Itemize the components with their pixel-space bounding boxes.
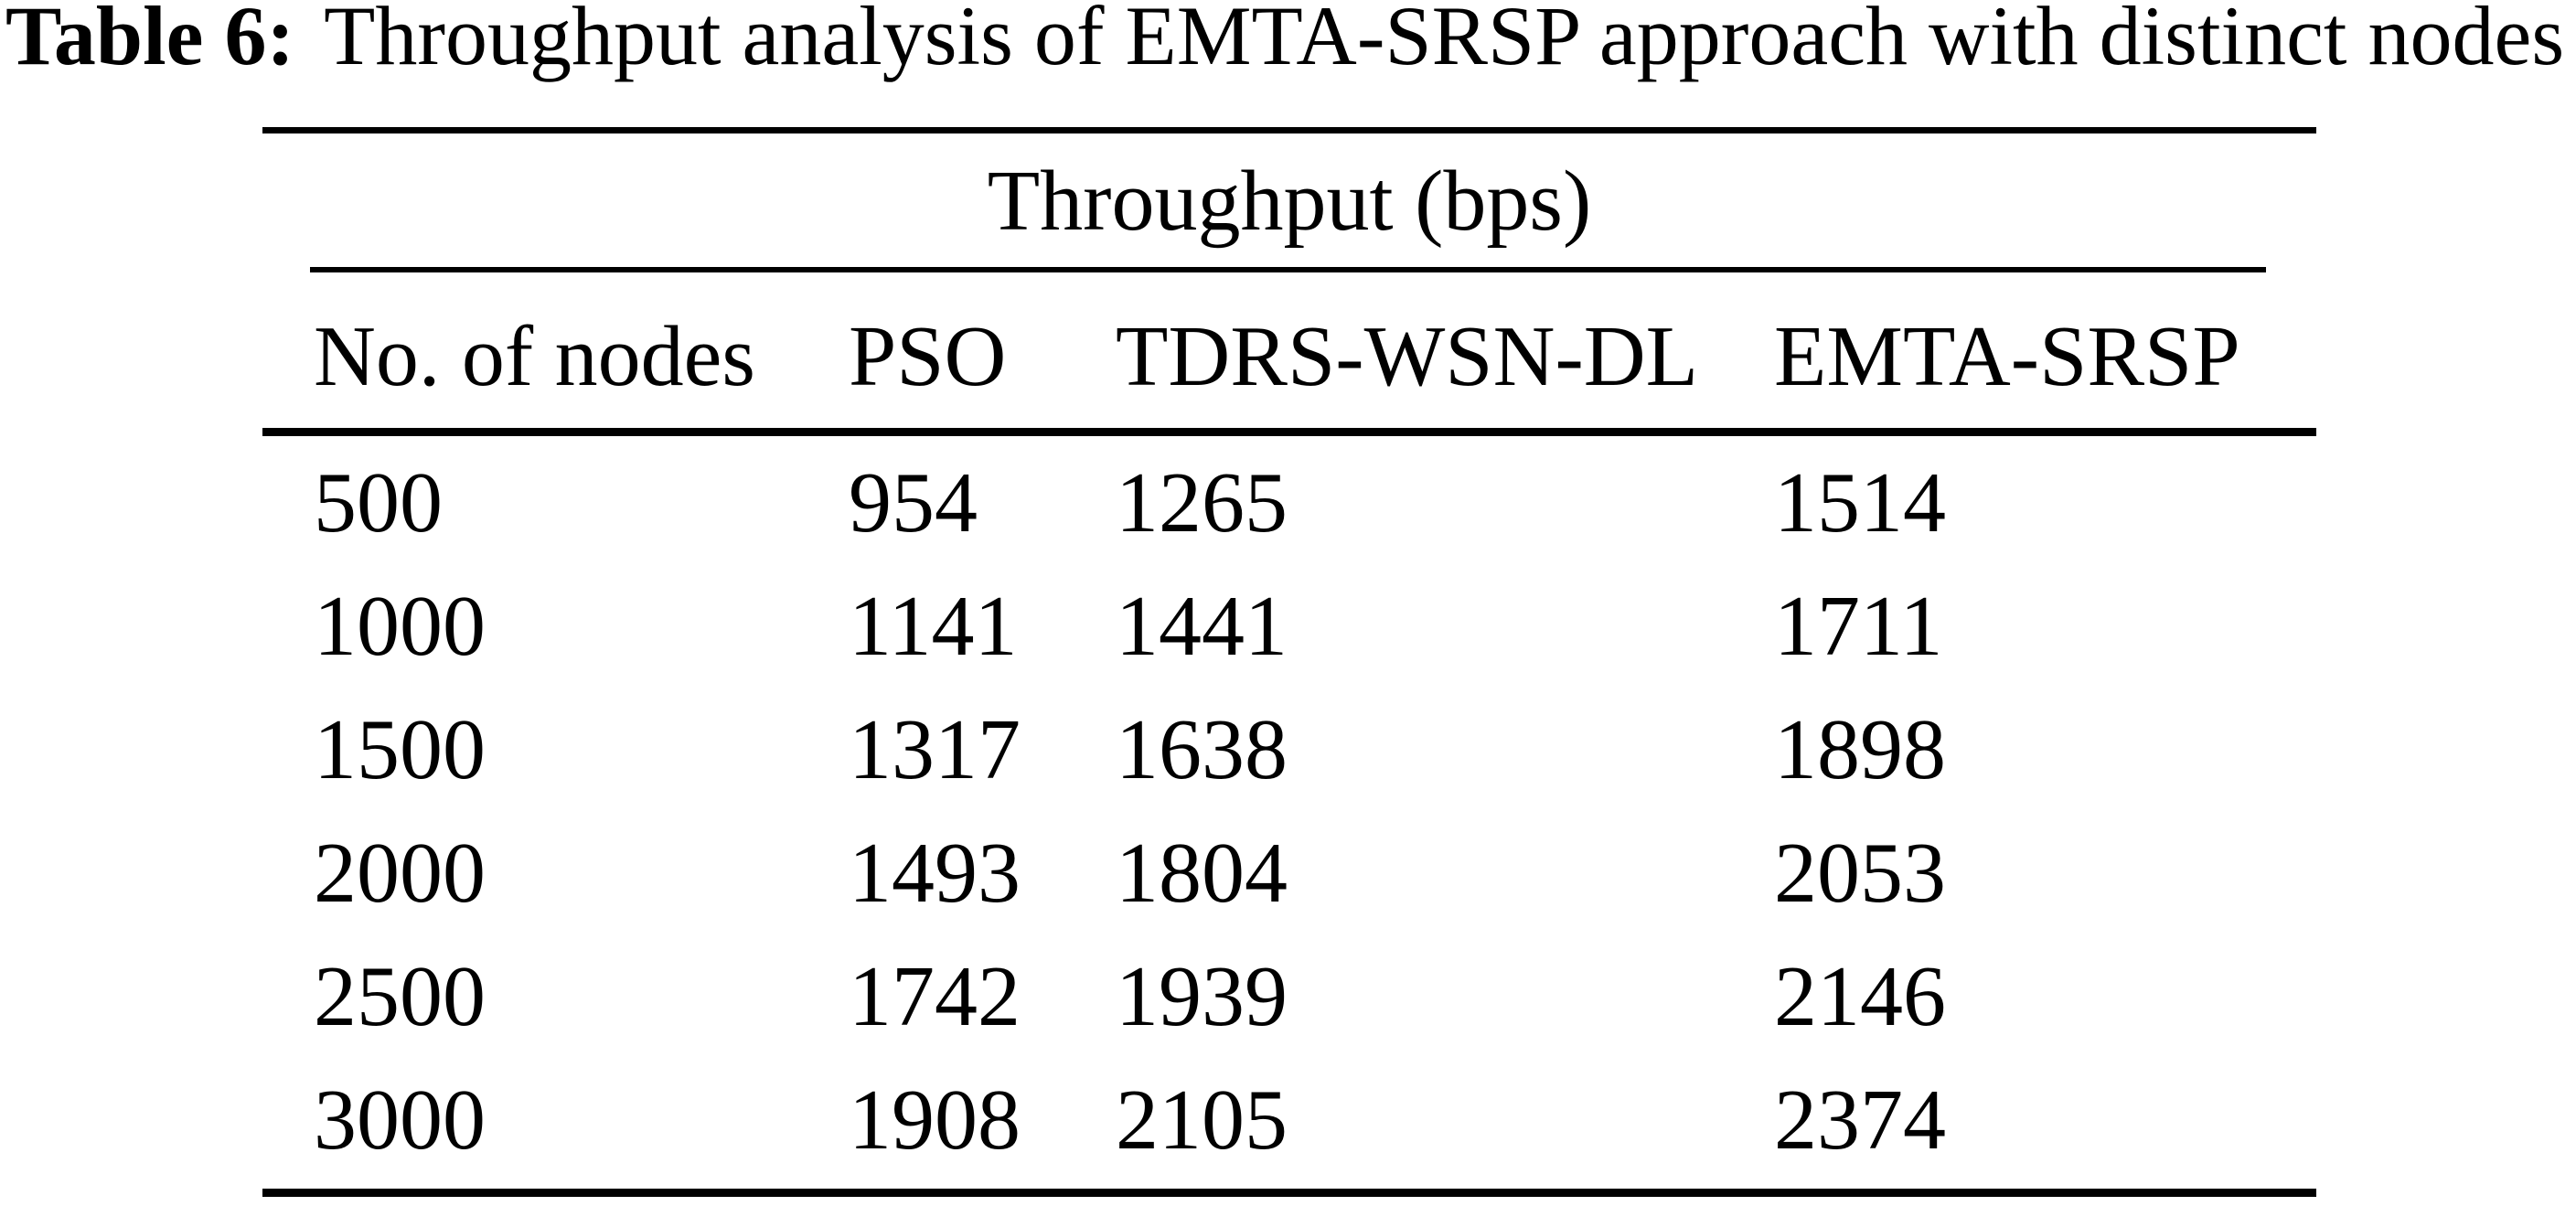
table-cell: 1939 — [1116, 949, 1288, 1044]
table-cell: 1638 — [1116, 702, 1288, 797]
table-cell: 500 — [314, 455, 443, 550]
table-cell: 1898 — [1774, 702, 1946, 797]
table-cell: 2105 — [1116, 1073, 1288, 1168]
table-cell: 954 — [849, 455, 978, 550]
column-header: No. of nodes — [314, 309, 755, 404]
table-cell: 2053 — [1774, 826, 1946, 921]
table-cmid-rule — [310, 267, 2266, 272]
table-cell: 1441 — [1116, 579, 1288, 674]
column-header: EMTA-SRSP — [1774, 309, 2240, 404]
table-cell: 2500 — [314, 949, 486, 1044]
table-caption-label: Table 6: — [5, 0, 295, 82]
column-header: PSO — [849, 309, 1007, 404]
column-group-header: Throughput (bps) — [987, 154, 1592, 249]
table-top-rule — [262, 127, 2316, 133]
table-cell: 1500 — [314, 702, 486, 797]
table-caption: Table 6: Throughput analysis of EMTA-SRSP… — [5, 0, 2564, 78]
column-header: TDRS-WSN-DL — [1116, 309, 1699, 404]
table-cell: 1141 — [849, 579, 1018, 674]
table-mid-rule — [262, 428, 2316, 436]
table-cell: 1711 — [1774, 579, 1943, 674]
table-cell: 2146 — [1774, 949, 1946, 1044]
table-cell: 1265 — [1116, 455, 1288, 550]
table-cell: 1804 — [1116, 826, 1288, 921]
table-cell: 1493 — [849, 826, 1021, 921]
table-cell: 2000 — [314, 826, 486, 921]
table-cell: 3000 — [314, 1073, 486, 1168]
table-cell: 1514 — [1774, 455, 1946, 550]
table-cell: 1908 — [849, 1073, 1021, 1168]
table-cell: 1000 — [314, 579, 486, 674]
table-cell: 1742 — [849, 949, 1021, 1044]
table-cell: 1317 — [849, 702, 1021, 797]
table-cell: 2374 — [1774, 1073, 1946, 1168]
table-bottom-rule — [262, 1189, 2316, 1197]
table-caption-text: Throughput analysis of EMTA-SRSP approac… — [324, 0, 2565, 82]
